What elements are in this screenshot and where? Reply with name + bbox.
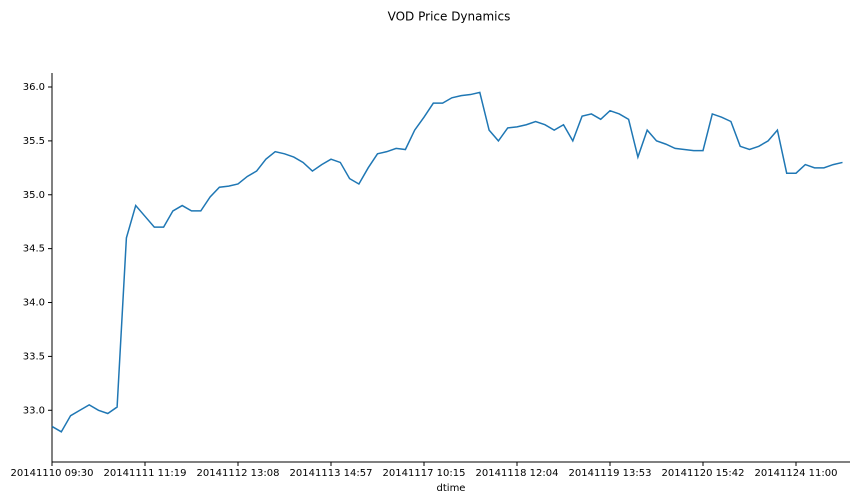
y-tick-label: 35.0 [23,190,45,201]
x-tick-label: 20141113 14:57 [290,468,373,479]
x-tick-label: 20141111 11:19 [104,468,187,479]
x-tick-label: 20141118 12:04 [476,468,559,479]
y-tick-label: 34.0 [23,298,45,309]
y-tick-label: 36.0 [23,82,45,93]
x-tick-label: 20141112 13:08 [197,468,280,479]
x-tick-label: 20141124 11:00 [755,468,838,479]
x-tick-label: 20141110 09:30 [11,468,94,479]
y-tick-label: 34.5 [23,244,45,255]
x-tick-label: 20141120 15:42 [662,468,745,479]
price-line [51,91,843,433]
y-tick-label: 35.5 [23,136,45,147]
x-tick-label: 20141117 10:15 [383,468,466,479]
y-tick-label: 33.5 [23,351,45,362]
chart-title: VOD Price Dynamics [388,10,511,24]
x-tick-label: 20141119 13:53 [569,468,652,479]
y-tick-label: 33.0 [23,405,45,416]
x-axis-label: dtime [437,483,466,494]
